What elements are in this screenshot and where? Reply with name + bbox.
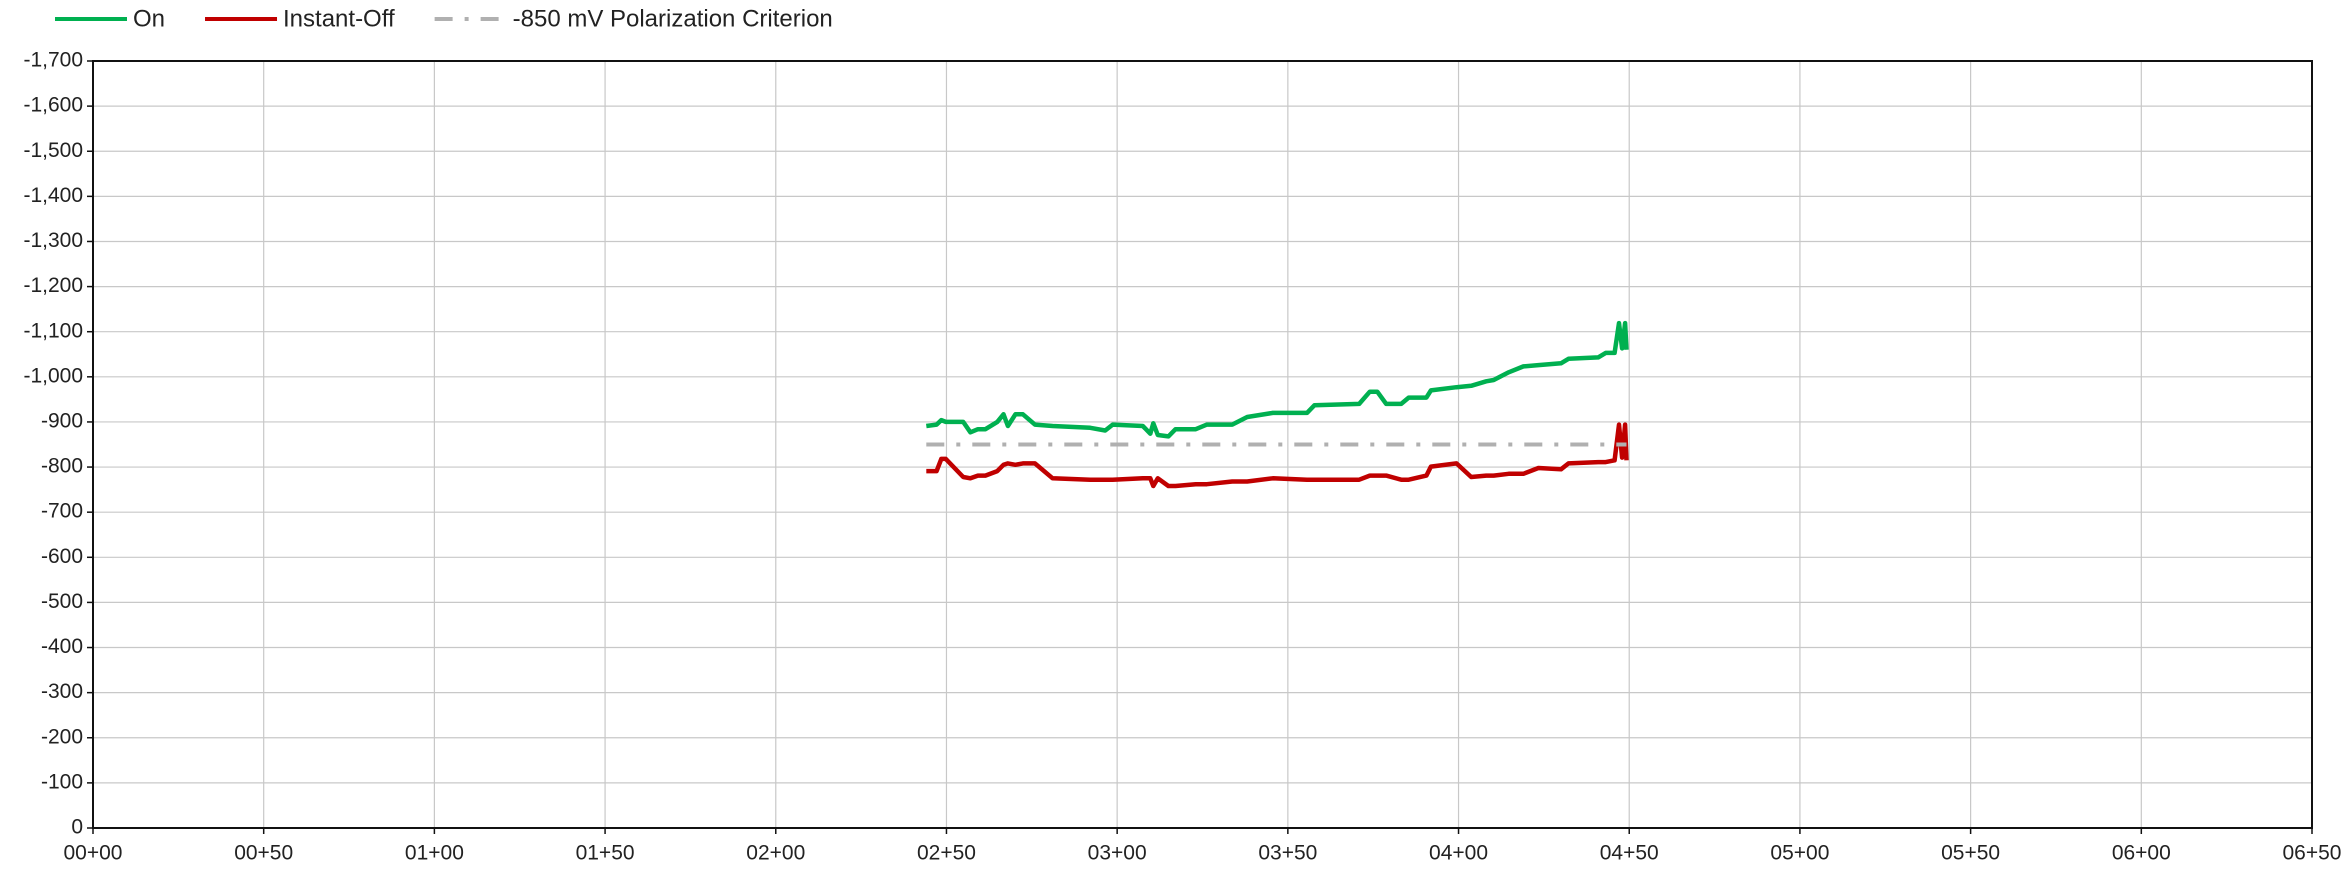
x-tick-label: 01+00	[405, 842, 464, 865]
y-tick-label: -400	[41, 635, 83, 658]
x-tick-label: 00+50	[234, 842, 293, 865]
axes: 0 -100 -200 -300 -400 -500 -600 -700 -800 -900 -1,…	[23, 49, 2341, 865]
x-tick-label: 06+50	[2283, 842, 2342, 865]
plot-lines	[925, 320, 1629, 489]
plot-frame	[92, 60, 2313, 829]
x-tick-label: 05+50	[1941, 842, 2000, 865]
legend-label: On	[133, 5, 165, 32]
y-tick-label: -1,300	[23, 229, 83, 252]
y-tick-label: -1,600	[23, 94, 83, 117]
legend-label: -850 mV Polarization Criterion	[513, 5, 833, 32]
legend: On Instant-Off -850 mV Polarization Criter…	[55, 5, 833, 32]
x-tick-label: 04+00	[1429, 842, 1488, 865]
x-tick-label: 04+50	[1600, 842, 1659, 865]
y-tick-label: -300	[41, 680, 83, 703]
y-tick-label: 0	[71, 816, 83, 839]
y-tick-label: -800	[41, 455, 83, 478]
y-tick-label: -900	[41, 409, 83, 432]
series-line	[926, 422, 1629, 489]
y-tick-label: -1,100	[23, 319, 83, 342]
series-line	[925, 320, 1629, 439]
y-tick-label: -500	[41, 590, 83, 613]
x-tick-label: 05+00	[1770, 842, 1829, 865]
x-tick-label: 03+00	[1088, 842, 1147, 865]
y-tick-label: -100	[41, 770, 83, 793]
legend-label: Instant-Off	[283, 5, 395, 32]
y-tick-label: -200	[41, 725, 83, 748]
y-tick-label: -1,400	[23, 184, 83, 207]
x-tick-label: 02+00	[746, 842, 805, 865]
x-tick-label: 01+50	[576, 842, 635, 865]
x-tick-label: 03+50	[1258, 842, 1317, 865]
y-tick-label: -1,000	[23, 364, 83, 387]
y-tick-label: -1,700	[23, 49, 83, 72]
x-tick-label: 00+00	[64, 842, 123, 865]
y-tick-label: -700	[41, 500, 83, 523]
y-tick-label: -1,500	[23, 139, 83, 162]
x-tick-label: 06+00	[2112, 842, 2171, 865]
y-tick-label: -1,200	[23, 274, 83, 297]
y-tick-label: -600	[41, 545, 83, 568]
x-tick-label: 02+50	[917, 842, 976, 865]
